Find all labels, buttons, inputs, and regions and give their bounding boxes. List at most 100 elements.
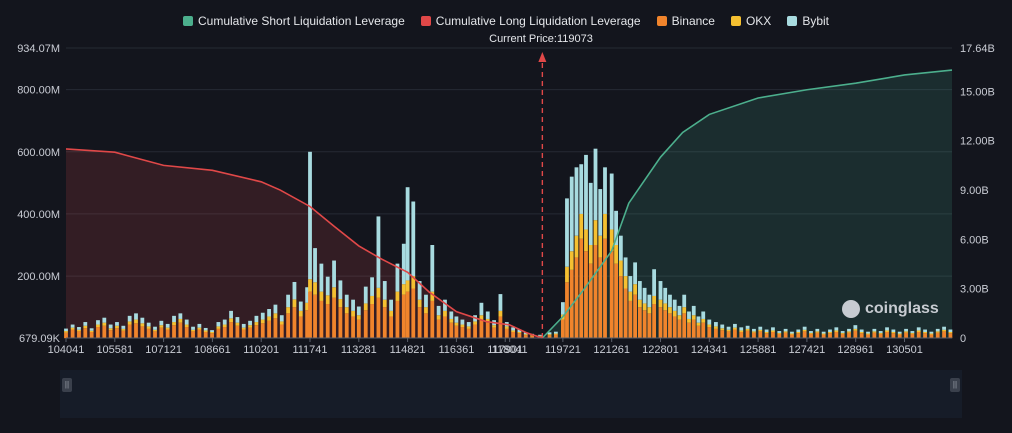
okx-bar [222, 324, 227, 328]
okx-bar [267, 316, 271, 321]
okx-bar [707, 324, 712, 328]
okx-bar [790, 333, 794, 335]
bybit-bar [633, 262, 638, 285]
bybit-bar [203, 327, 208, 331]
okx-bar [108, 328, 113, 331]
x-tick-label: 125881 [740, 344, 777, 356]
okx-bar [701, 318, 706, 323]
binance-bar [197, 329, 202, 339]
bybit-bar [405, 187, 410, 281]
bybit-bar [395, 263, 400, 292]
bybit-bar [159, 320, 164, 326]
bybit-bar [828, 329, 832, 332]
y-right-tick-label: 12.00B [960, 136, 995, 148]
bybit-bar [222, 319, 227, 325]
okx-bar [504, 326, 509, 329]
okx-bar [102, 322, 107, 326]
okx-bar [885, 330, 889, 332]
okx-bar [254, 322, 259, 326]
bybit-bar [647, 294, 652, 308]
okx-bar [344, 307, 349, 314]
binance-bar [609, 251, 614, 339]
okx-bar [733, 327, 737, 330]
binance-bar [325, 304, 330, 339]
legend-item[interactable]: Cumulative Long Liquidation Leverage [420, 14, 641, 28]
okx-bar [382, 299, 387, 308]
binance-bar [235, 325, 240, 339]
bybit-bar [454, 316, 459, 323]
binance-bar [308, 291, 312, 339]
okx-bar [809, 332, 813, 334]
okx-bar [216, 326, 221, 329]
bybit-bar [588, 182, 593, 246]
bybit-bar [891, 329, 896, 332]
okx-bar [140, 323, 145, 327]
binance-bar [178, 322, 183, 339]
bybit-bar [547, 332, 552, 335]
y-left-tick-label: 934.07M [17, 43, 60, 55]
okx-bar [840, 332, 845, 334]
okx-bar [872, 331, 877, 333]
okx-bar [248, 325, 252, 328]
okx-bar [96, 324, 100, 328]
bybit-bar [764, 329, 769, 332]
binance-bar [473, 324, 477, 339]
binance-bar [273, 318, 278, 339]
okx-bar [479, 315, 484, 320]
bybit-bar [579, 164, 584, 214]
binance-bar [677, 319, 682, 339]
okx-bar [682, 307, 687, 314]
binance-bar [547, 335, 552, 339]
okx-bar [726, 329, 731, 332]
binance-bar [115, 328, 119, 339]
zoom-scrollbar-track[interactable] [60, 370, 962, 418]
legend-swatch [656, 16, 667, 26]
bybit-bar [235, 317, 240, 323]
bybit-bar [216, 322, 221, 327]
okx-bar [720, 328, 725, 331]
okx-bar [83, 325, 88, 329]
bybit-bar [411, 201, 416, 277]
x-tick-label: 130501 [886, 344, 923, 356]
bybit-bar [260, 312, 265, 320]
zoom-right-handle[interactable]: || [950, 378, 960, 392]
legend-item[interactable]: Cumulative Short Liquidation Leverage [182, 14, 405, 28]
binance-bar [479, 319, 484, 339]
binance-bar [929, 334, 934, 339]
okx-bar [370, 295, 374, 305]
legend-label: Cumulative Short Liquidation Leverage [197, 14, 405, 28]
okx-bar [298, 310, 303, 317]
bybit-bar [565, 198, 569, 267]
bybit-bar [802, 326, 807, 330]
okx-bar [121, 328, 126, 331]
y-right-tick-label: 15.00B [960, 86, 995, 98]
legend-item[interactable]: Binance [656, 14, 715, 28]
okx-bar [663, 303, 668, 311]
okx-bar [492, 325, 496, 328]
bybit-bar [479, 302, 484, 316]
bybit-bar [809, 331, 813, 333]
zoom-left-handle[interactable]: || [62, 378, 72, 392]
bybit-bar [853, 325, 858, 329]
bybit-bar [298, 301, 303, 311]
okx-bar [802, 329, 807, 332]
x-tick-label: 128961 [837, 344, 874, 356]
binance-bar [498, 316, 503, 339]
bybit-bar [885, 327, 889, 331]
okx-bar [739, 330, 744, 332]
okx-bar [691, 315, 696, 320]
bybit-bar [942, 326, 946, 330]
x-tick-label: 116361 [438, 344, 474, 356]
okx-bar [363, 303, 368, 311]
okx-bar [948, 331, 953, 334]
legend-item[interactable]: Bybit [787, 14, 829, 28]
bybit-bar [637, 281, 642, 300]
binance-bar [436, 319, 441, 339]
bybit-bar [140, 317, 145, 324]
okx-bar [178, 318, 183, 323]
legend-swatch [730, 16, 741, 26]
legend-item[interactable]: OKX [730, 14, 771, 28]
current-price-marker [538, 52, 547, 338]
okx-bar [637, 299, 642, 308]
watermark-text: coinglass [865, 300, 939, 317]
